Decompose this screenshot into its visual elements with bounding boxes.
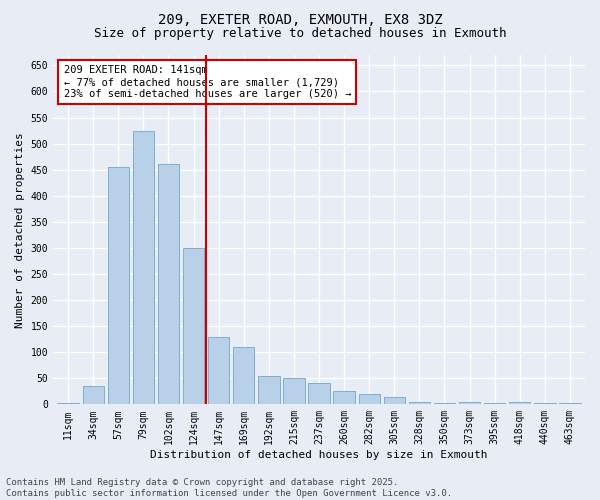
- Text: Size of property relative to detached houses in Exmouth: Size of property relative to detached ho…: [94, 28, 506, 40]
- Bar: [334, 392, 355, 404]
- Bar: [459, 402, 480, 404]
- Bar: [183, 248, 204, 404]
- Text: 209, EXETER ROAD, EXMOUTH, EX8 3DZ: 209, EXETER ROAD, EXMOUTH, EX8 3DZ: [158, 12, 442, 26]
- Bar: [308, 384, 329, 404]
- Text: 209 EXETER ROAD: 141sqm
← 77% of detached houses are smaller (1,729)
23% of semi: 209 EXETER ROAD: 141sqm ← 77% of detache…: [64, 66, 351, 98]
- Bar: [133, 130, 154, 404]
- Bar: [58, 403, 79, 404]
- Bar: [283, 378, 305, 404]
- Bar: [158, 164, 179, 404]
- Bar: [208, 336, 229, 404]
- X-axis label: Distribution of detached houses by size in Exmouth: Distribution of detached houses by size …: [150, 450, 488, 460]
- Bar: [83, 386, 104, 404]
- Bar: [258, 376, 280, 404]
- Bar: [107, 167, 129, 404]
- Bar: [233, 347, 254, 405]
- Text: Contains HM Land Registry data © Crown copyright and database right 2025.
Contai: Contains HM Land Registry data © Crown c…: [6, 478, 452, 498]
- Bar: [409, 402, 430, 404]
- Bar: [383, 396, 405, 404]
- Bar: [509, 402, 530, 404]
- Bar: [359, 394, 380, 404]
- Y-axis label: Number of detached properties: Number of detached properties: [15, 132, 25, 328]
